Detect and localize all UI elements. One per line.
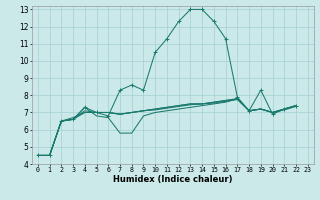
- X-axis label: Humidex (Indice chaleur): Humidex (Indice chaleur): [113, 175, 233, 184]
